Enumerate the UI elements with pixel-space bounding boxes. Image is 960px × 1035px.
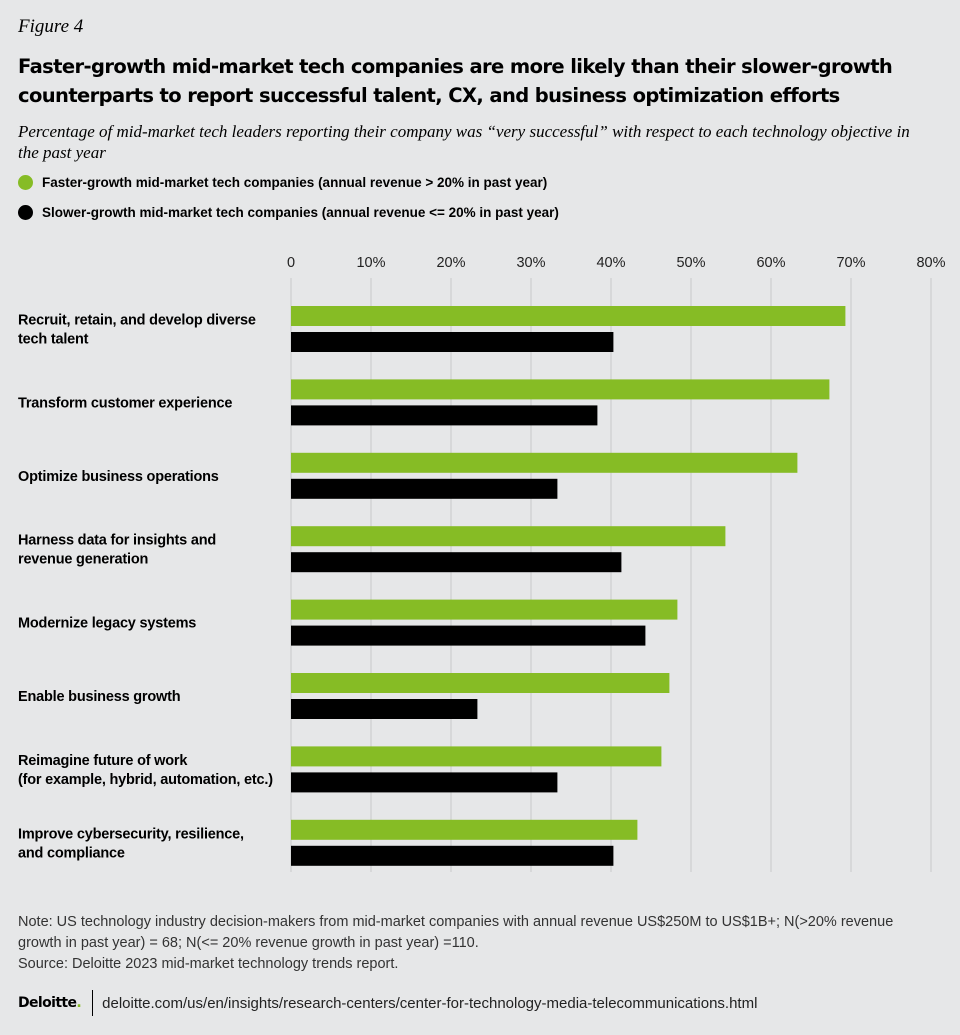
x-tick-label: 50%	[676, 255, 705, 271]
category-label: Enable business growth	[18, 689, 180, 705]
chart-note: Note: US technology industry decision-ma…	[18, 912, 938, 975]
bar-faster	[291, 306, 846, 326]
legend-item-slower: Slower-growth mid-market tech companies …	[18, 205, 559, 220]
category-label: tech talent	[18, 332, 89, 348]
bar-faster	[291, 379, 830, 400]
footer: Deloitte. deloitte.com/us/en/insights/re…	[18, 990, 757, 1016]
x-tick-label: 30%	[516, 255, 545, 271]
x-tick-label: 80%	[916, 255, 945, 271]
bar-slower	[291, 699, 478, 719]
deloitte-logo: Deloitte.	[18, 995, 82, 1011]
bar-slower	[291, 772, 558, 793]
legend-dot-slower	[18, 205, 33, 220]
bar-slower	[291, 552, 622, 573]
legend-label-slower: Slower-growth mid-market tech companies …	[42, 205, 559, 220]
bar-faster	[291, 452, 798, 473]
category-label: (for example, hybrid, automation, etc.)	[18, 772, 273, 788]
bar-slower	[291, 478, 558, 499]
category-label: Transform customer experience	[18, 395, 232, 411]
bar-faster	[291, 746, 662, 767]
category-label: and compliance	[18, 845, 125, 861]
legend-dot-faster	[18, 175, 33, 190]
x-tick-label: 0	[287, 255, 295, 271]
source-text: Source: Deloitte 2023 mid-market technol…	[18, 956, 399, 972]
category-label: Harness data for insights and	[18, 533, 216, 549]
category-label: Improve cybersecurity, resilience,	[18, 826, 244, 842]
bar-slower	[291, 845, 614, 866]
x-tick-label: 70%	[836, 255, 865, 271]
brand-dot: .	[76, 995, 82, 1011]
x-tick-label: 20%	[436, 255, 465, 271]
legend-label-faster: Faster-growth mid-market tech companies …	[42, 175, 548, 190]
x-tick-label: 40%	[596, 255, 625, 271]
source-url-link[interactable]: deloitte.com/us/en/insights/research-cen…	[102, 994, 758, 1012]
category-label: revenue generation	[18, 552, 148, 568]
bar-faster	[291, 673, 670, 693]
category-label: Modernize legacy systems	[18, 616, 196, 632]
bar-slower	[291, 332, 614, 352]
legend-item-faster: Faster-growth mid-market tech companies …	[18, 175, 547, 190]
bar-faster	[291, 599, 678, 620]
bar-slower	[291, 625, 646, 646]
brand-name: Deloitte	[18, 995, 77, 1011]
bar-faster	[291, 526, 726, 547]
chart-title: Faster-growth mid-market tech companies …	[18, 55, 893, 107]
chart-subtitle: Percentage of mid-market tech leaders re…	[18, 122, 910, 162]
category-label: Reimagine future of work	[18, 753, 188, 769]
figure-label: Figure 4	[18, 16, 84, 37]
category-label: Optimize business operations	[18, 469, 219, 485]
footer-divider	[92, 990, 94, 1016]
bar-faster	[291, 819, 638, 840]
category-label: Recruit, retain, and develop diverse	[18, 313, 256, 329]
x-tick-label: 60%	[756, 255, 785, 271]
x-tick-label: 10%	[356, 255, 385, 271]
note-text: Note: US technology industry decision-ma…	[18, 914, 894, 951]
bar-slower	[291, 405, 598, 426]
bar-chart: 0 10% 20% 30% 40% 50% 60% 70% 80% Recruit, retain…	[18, 255, 946, 872]
